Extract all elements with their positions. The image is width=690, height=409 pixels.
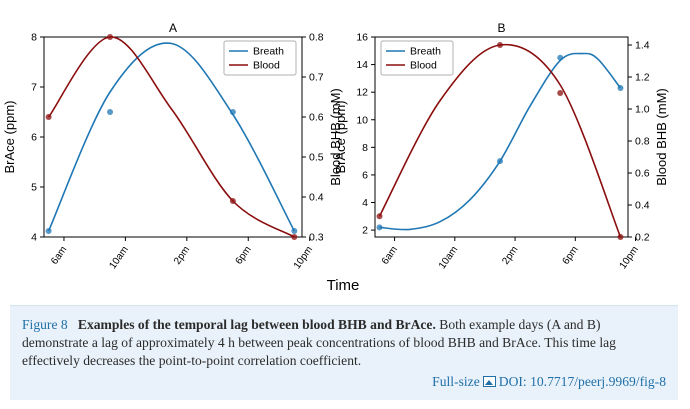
chart-panel-b: B 2 4 6 8 10 12 14 16 0.2 0.4 0.6 0.8 1.0 1.2 1.4 6am 10a… — [333, 21, 669, 271]
y-right-axis-label: Blood BHB (mM) — [328, 88, 343, 186]
y-axis-label: BrAce (ppm) — [2, 101, 17, 174]
y-tick-label: 14 — [356, 59, 368, 71]
x-tick-label: 10pm — [292, 244, 315, 271]
data-point-breath — [45, 228, 52, 234]
y-tick-label: 6 — [362, 169, 368, 181]
y-right-tick-label: 0.6 — [635, 168, 650, 180]
x-tick-label: 10pm — [618, 244, 641, 271]
data-point-blood — [291, 234, 298, 240]
fullsize-link[interactable]: Full-size — [432, 374, 480, 389]
y-right-tick-label: 0.4 — [635, 200, 650, 212]
y-tick-label: 8 — [362, 142, 368, 154]
y-right-tick-label: 0.7 — [309, 72, 324, 84]
legend-label: Blood — [410, 60, 437, 72]
data-point-breath — [376, 224, 383, 231]
data-point-breath — [229, 109, 236, 115]
legend-box — [223, 40, 297, 76]
data-point-blood — [496, 42, 503, 48]
caption-links: Full-size DOI: 10.7717/peerj.9969/fig-8 — [432, 374, 666, 390]
plot-frame — [374, 36, 629, 238]
y-right-tick-label: 0.8 — [309, 32, 324, 44]
y-right-tick-label: 1.4 — [635, 40, 650, 52]
x-tick-label: 6am — [49, 244, 69, 266]
legend-label: Breath — [253, 46, 284, 58]
x-tick-label: 6am — [380, 244, 400, 266]
caption-box: Figure 8 Examples of the temporal lag be… — [10, 305, 678, 400]
data-point-breath — [496, 158, 503, 165]
series-line-breath — [379, 52, 622, 231]
doi-link[interactable]: DOI: 10.7717/peerj.9969/fig-8 — [498, 374, 666, 389]
figure: A 4 5 6 7 8 0.3 0.4 0.5 0.6 0.7 0.8 6am 10am 2pm 6pm 10p… — [2, 21, 669, 294]
legend-label: Breath — [410, 46, 441, 58]
data-point-breath — [107, 109, 114, 115]
data-point-breath — [291, 228, 298, 234]
y-right-tick-label: 0.6 — [309, 112, 324, 124]
x-tick-label: 10am — [107, 244, 130, 271]
series-line-blood — [47, 36, 295, 238]
caption-paragraph: Figure 8 Examples of the temporal lag be… — [22, 316, 666, 370]
data-point-blood — [557, 90, 564, 96]
y-tick-label: 2 — [362, 225, 368, 237]
y-right-tick-label: 1.0 — [635, 104, 650, 116]
y-tick-label: 6 — [31, 132, 37, 144]
y-tick-label: 7 — [31, 82, 37, 94]
data-point-blood — [45, 114, 52, 120]
y-right-tick-label: 0.8 — [635, 136, 650, 148]
y-tick-label: 4 — [31, 232, 37, 244]
image-icon[interactable] — [482, 376, 496, 387]
y-tick-label: 10 — [356, 114, 368, 126]
y-right-tick-label: 0.3 — [309, 232, 324, 244]
data-point-blood — [107, 34, 114, 40]
legend: Breath Blood — [223, 40, 297, 76]
y-tick-label: 16 — [356, 32, 368, 44]
series-line-breath — [47, 42, 296, 232]
y-right-tick-label: 0.4 — [309, 192, 324, 204]
figure-label[interactable]: Figure 8 — [22, 317, 68, 332]
y-right-tick-label: 1.2 — [635, 72, 650, 84]
x-tick-label: 2pm — [500, 244, 520, 266]
x-tick-label: 10am — [437, 244, 460, 271]
legend-label: Blood — [253, 60, 280, 72]
data-point-blood — [617, 234, 624, 240]
legend-box — [380, 40, 454, 76]
y-tick-label: 8 — [31, 32, 37, 44]
data-point-blood — [376, 213, 383, 220]
x-tick-label: 6pm — [561, 244, 581, 266]
x-axis-label: Time — [327, 277, 360, 294]
y-tick-label: 4 — [362, 197, 368, 209]
figure-title: Examples of the temporal lag between blo… — [77, 317, 436, 332]
data-point-blood — [229, 198, 236, 204]
chart-panel-a: A 4 5 6 7 8 0.3 0.4 0.5 0.6 0.7 0.8 6am 10am 2pm 6pm 10p… — [2, 21, 343, 271]
y-tick-label: 5 — [31, 182, 37, 194]
y-tick-label: 12 — [356, 87, 368, 99]
data-point-breath — [617, 85, 624, 92]
x-tick-label: 6pm — [234, 244, 254, 266]
legend: Breath Blood — [380, 40, 454, 76]
y-right-tick-label: 0.2 — [635, 232, 650, 244]
x-tick-label: 2pm — [172, 244, 192, 266]
panel-title: A — [169, 21, 177, 35]
caption-body: Both example days (A and B) demonstrate … — [22, 317, 616, 368]
y-right-tick-label: 0.5 — [309, 152, 324, 164]
y-right-axis-label: Blood BHB (mM) — [654, 88, 669, 186]
y-axis-label: BrAce (ppm) — [333, 101, 348, 174]
panel-title: B — [497, 21, 505, 35]
data-point-breath — [557, 54, 564, 61]
